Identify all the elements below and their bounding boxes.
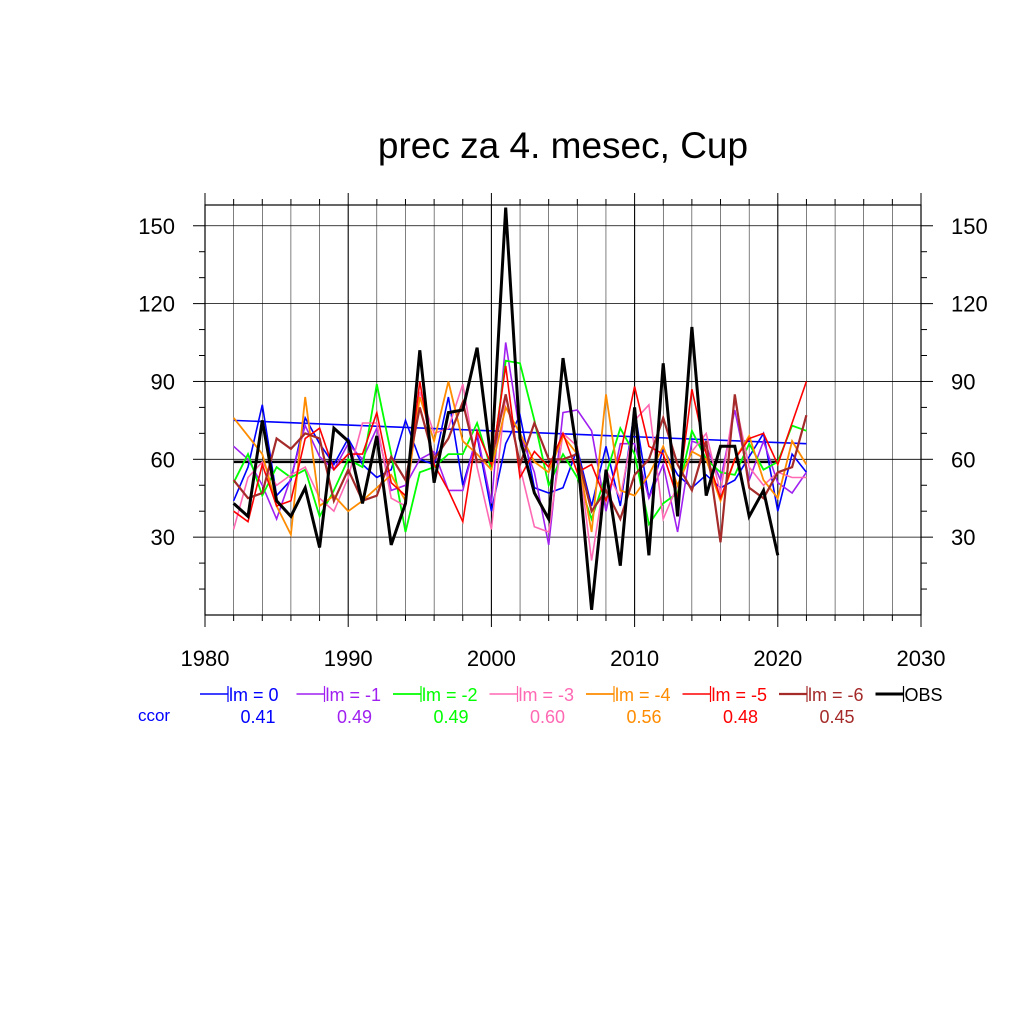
legend-label-4: lm = -4 [615,685,671,705]
y-tick-label-left: 60 [151,447,175,472]
series-line-7 [232,207,780,610]
legend-ccor-0: 0.41 [240,707,275,727]
legend-label-3: lm = -3 [519,685,575,705]
y-tick-label-right: 120 [951,292,988,317]
legend-label-0: lm = 0 [229,685,279,705]
y-tick-label-left: 150 [138,214,175,239]
y-tick-label-left: 90 [151,369,175,394]
legend-ccor-6: 0.45 [819,707,854,727]
legend-ccor-4: 0.56 [626,707,661,727]
series-lines [232,207,808,610]
legend-label-1: lm = -1 [326,685,382,705]
legend-ccor-3: 0.60 [530,707,565,727]
y-tick-label-right: 30 [951,525,975,550]
plot-frame [204,204,922,616]
x-tick-label: 1980 [181,646,230,671]
y-tick-label-right: 90 [951,369,975,394]
y-tick-label-right: 150 [951,214,988,239]
y-tick-label-left: 120 [138,292,175,317]
legend-ccor-1: 0.49 [337,707,372,727]
y-tick-label-right: 60 [951,447,975,472]
legend-label-6: lm = -6 [808,685,864,705]
legend-label-7: OBS [905,685,943,705]
legend-ccor-2: 0.49 [433,707,468,727]
x-tick-label: 2020 [753,646,802,671]
legend-label-5: lm = -5 [712,685,768,705]
ccor-label: ccor [138,706,170,725]
axes: 30 30 60 60 90 90 120 120 150 150 1980 1990 2000 2010… [138,193,988,671]
x-tick-label: 2000 [467,646,516,671]
x-tick-label: 2030 [897,646,946,671]
x-tick-label: 2010 [610,646,659,671]
legend-label-2: lm = -2 [422,685,478,705]
x-tick-label: 1990 [324,646,373,671]
chart-title: prec za 4. mesec, Cup [378,125,748,166]
legend-ccor-5: 0.48 [723,707,758,727]
y-tick-label-left: 30 [151,525,175,550]
